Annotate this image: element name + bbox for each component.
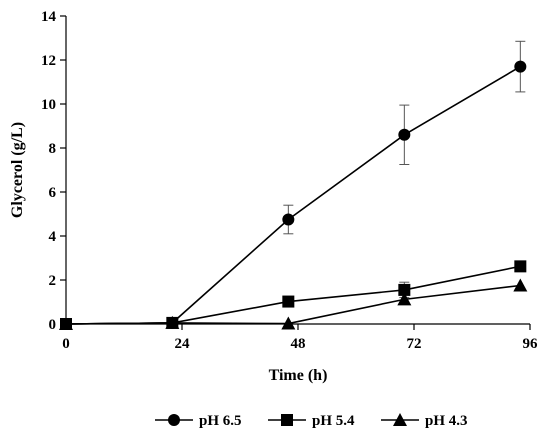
data-point — [59, 317, 73, 330]
x-tick-label: 48 — [291, 336, 306, 352]
data-point — [281, 316, 296, 330]
legend: pH 6.5 pH 5.4 pH 4.3 — [155, 413, 468, 429]
series-line — [65, 65, 521, 325]
data-point — [513, 278, 528, 292]
y-axis-title: Glycerol (g/L) — [9, 122, 26, 218]
data-point — [282, 213, 295, 226]
series-2 — [59, 278, 528, 330]
data-point — [165, 315, 180, 329]
series-line — [65, 265, 521, 325]
x-ticks: 0 24 48 72 96 — [62, 324, 538, 352]
legend-marker — [281, 414, 293, 426]
x-tick-label: 0 — [62, 336, 70, 352]
x-axis-title: Time (h) — [269, 367, 328, 384]
data-point — [514, 260, 527, 273]
data-point — [282, 295, 295, 308]
legend-marker — [168, 414, 180, 426]
y-tick-label: 8 — [49, 141, 57, 157]
x-tick-label: 72 — [407, 336, 422, 352]
series-1 — [60, 260, 527, 330]
x-tick-label: 96 — [523, 336, 539, 352]
y-tick-label: 2 — [49, 273, 57, 289]
x-tick-label: 24 — [175, 336, 191, 352]
series-0 — [60, 40, 527, 330]
y-tick-label: 6 — [49, 185, 57, 201]
series-layer — [59, 40, 528, 330]
data-point — [397, 292, 412, 306]
legend-item-2: pH 4.3 — [381, 413, 468, 429]
data-point — [398, 283, 411, 296]
legend-marker — [393, 413, 407, 426]
legend-label: pH 4.3 — [425, 413, 468, 429]
legend-item-0: pH 6.5 — [155, 413, 242, 429]
y-tick-label: 10 — [41, 97, 56, 113]
y-tick-label: 4 — [49, 229, 57, 245]
y-tick-label: 14 — [41, 9, 57, 25]
legend-label: pH 6.5 — [199, 413, 242, 429]
legend-label: pH 5.4 — [312, 413, 355, 429]
data-point — [514, 60, 527, 73]
legend-item-1: pH 5.4 — [268, 413, 355, 429]
y-ticks: 0 2 4 6 8 10 12 14 — [41, 9, 66, 333]
data-point — [398, 128, 411, 141]
y-tick-label: 12 — [41, 53, 56, 69]
y-tick-label: 0 — [49, 317, 57, 333]
